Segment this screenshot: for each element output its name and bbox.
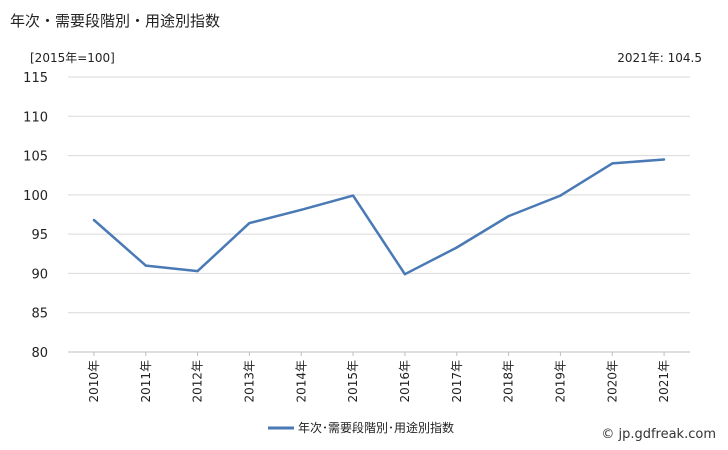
legend-label: 年次･需要段階別･用途別指数 [298,420,454,435]
x-tick-label: 2019年 [553,360,567,403]
data-point [611,162,614,165]
x-tick-label: 2010年 [87,360,101,403]
x-tick-label: 2015年 [346,360,360,403]
y-tick-label: 105 [23,150,48,165]
x-tick-label: 2014年 [294,360,308,403]
data-point [351,194,355,197]
x-tick-label: 2013年 [242,360,256,403]
data-point [196,269,199,273]
data-point [144,264,147,267]
series-line [93,158,665,276]
x-tick-label: 2012年 [191,360,205,403]
data-point [455,246,458,249]
data-point [662,158,666,161]
data-point [300,208,303,211]
data-point [559,194,562,197]
y-axis-ticks: 80 85 90 95 100 105 110 115 [23,71,48,361]
x-tick-label: 2020年 [605,360,619,403]
x-tick-label: 2016年 [398,360,412,403]
data-point [248,221,251,225]
x-tick-label: 2018年 [502,360,516,403]
x-axis-ticks: 2010年 2011年 2012年 2013年 2014年 2015年 2016年 2017年… [87,352,671,403]
y-tick-label: 85 [31,307,48,322]
series-group [92,158,666,276]
data-point [507,214,510,218]
y-tick-label: 100 [23,189,48,204]
source-credit: © jp.gdfreak.com [601,427,716,442]
data-point [92,218,96,222]
unit-label: [2015年=100] [30,51,115,65]
x-tick-label: 2011年 [139,360,153,403]
y-tick-label: 80 [31,346,48,361]
x-tick-label: 2021年 [657,360,671,403]
y-tick-label: 110 [23,110,48,125]
y-tick-label: 115 [23,71,48,86]
y-tick-label: 95 [31,228,48,243]
grid-lines [68,76,690,353]
latest-value-label: 2021年: 104.5 [617,51,702,65]
page-title: 年次・需要段階別・用途別指数 [10,12,221,30]
data-point [403,273,407,276]
y-tick-label: 90 [31,267,48,282]
legend: 年次･需要段階別･用途別指数 [268,420,454,435]
x-tick-label: 2017年 [450,360,464,403]
